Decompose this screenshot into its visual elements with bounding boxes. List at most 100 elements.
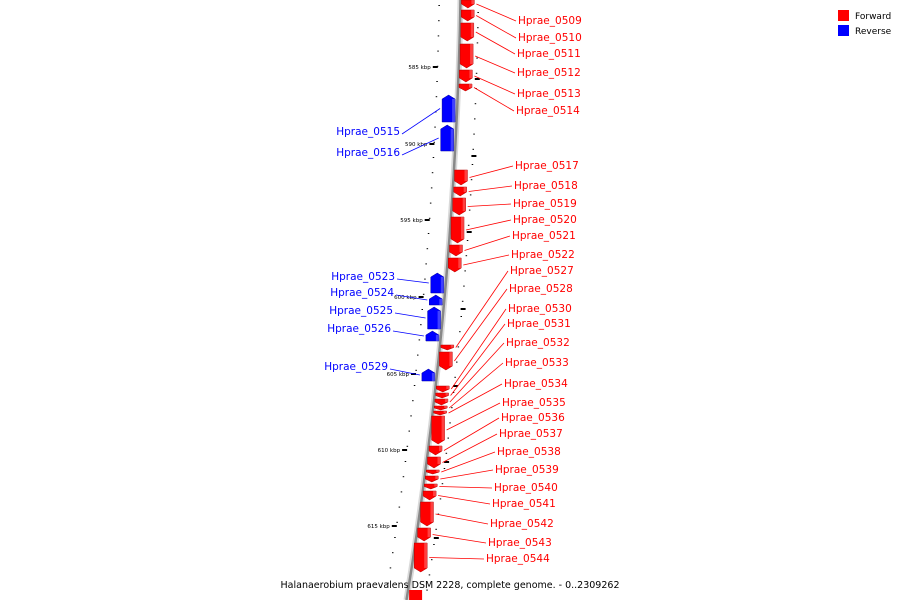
gene-partial [409, 590, 423, 600]
major-tick [471, 155, 477, 157]
genome-caption: Halanaerobium praevalens DSM 2228, compl… [281, 580, 620, 591]
minor-tick [435, 528, 437, 530]
label-leader-lines [389, 3, 517, 560]
minor-tick [410, 415, 412, 417]
backbone-line [405, 0, 462, 600]
minor-tick [426, 589, 428, 591]
minor-tick [425, 263, 427, 265]
leader-line [429, 557, 485, 560]
minor-tick [477, 27, 479, 29]
minor-tick [475, 72, 478, 74]
gene-hprae-0510 [460, 9, 475, 22]
gene-label-hprae-0520: Hprae_0520 [513, 214, 577, 226]
major-tick [424, 219, 430, 221]
gene-hprae-0528 [439, 351, 453, 371]
minor-tick [466, 240, 469, 241]
minor-ticks [387, 5, 479, 591]
leader-line [476, 15, 517, 39]
gene-shade [470, 23, 474, 37]
major-tick [466, 231, 472, 233]
gene-hprae-0541 [422, 490, 437, 501]
gene-hprae-0527 [440, 344, 455, 351]
leader-line [435, 513, 489, 525]
minor-tick [408, 430, 410, 432]
gene-hprae-0509 [461, 0, 475, 9]
gene-shade [445, 393, 449, 396]
minor-tick [461, 300, 464, 302]
leader-line [473, 87, 515, 112]
minor-tick [476, 42, 479, 44]
gene-shade [441, 416, 445, 440]
minor-tick [472, 148, 474, 150]
leader-line [454, 288, 508, 362]
gene-labels: Hprae_0509 Hprae_0510 Hprae_0511 Hprae_0512… [324, 15, 582, 565]
gene-label-hprae-0540: Hprae_0540 [494, 482, 558, 494]
gene-hprae-0514 [458, 83, 473, 92]
minor-tick [422, 293, 425, 295]
leader-line [442, 433, 498, 463]
minor-tick [439, 498, 442, 500]
gene-hprae-0526 [425, 330, 440, 342]
gene-shade [443, 411, 447, 413]
gene-hprae-0544 [413, 542, 428, 573]
gene-hprae-0519 [452, 197, 466, 216]
gene-label-hprae-0534: Hprae_0534 [504, 378, 568, 390]
gene-hprae-0536 [428, 445, 443, 456]
major-tick [453, 385, 458, 387]
gene-label-hprae-0518: Hprae_0518 [514, 180, 578, 192]
gene-hprae-0533 [433, 405, 448, 411]
minor-tick [438, 20, 440, 22]
leader-line [448, 383, 503, 414]
gene-shade [452, 99, 456, 122]
major-tick [418, 296, 424, 298]
minor-tick [420, 324, 422, 326]
gene-label-hprae-0544: Hprae_0544 [486, 553, 550, 565]
gene-hprae-0529 [421, 368, 436, 382]
gene-shade [458, 258, 462, 268]
gene-shade [461, 217, 464, 239]
minor-tick [473, 133, 475, 135]
gene-label-hprae-0542: Hprae_0542 [490, 518, 554, 530]
minor-tick [474, 118, 476, 120]
minor-tick [443, 468, 446, 469]
minor-tick [438, 5, 440, 6]
minor-tick [418, 339, 421, 341]
leader-line [440, 469, 494, 480]
gene-hprae-0537 [427, 456, 441, 469]
gene-shade [424, 543, 428, 568]
gene-hprae-0522 [448, 257, 462, 273]
minor-tick [445, 452, 448, 454]
leader-line [439, 486, 493, 489]
minor-tick [428, 217, 431, 219]
leader-line [395, 294, 428, 301]
minor-tick [394, 537, 396, 538]
gene-hprae-0543 [417, 527, 431, 542]
gene-hprae-0515 [441, 94, 456, 123]
gene-hprae-0538 [426, 469, 440, 475]
tick-label: 595 kbp [400, 218, 423, 224]
minor-tick [437, 513, 440, 515]
minor-tick [415, 369, 417, 371]
minor-tick [436, 81, 438, 82]
gene-label-hprae-0532: Hprae_0532 [506, 337, 570, 349]
minor-tick [396, 521, 398, 523]
gene-hprae-0521 [449, 244, 463, 257]
minor-tick [467, 224, 470, 226]
gene-hprae-0523 [430, 272, 445, 294]
gene-label-hprae-0524: Hprae_0524 [330, 287, 394, 299]
gene-label-hprae-0531: Hprae_0531 [507, 318, 571, 330]
minor-tick [435, 96, 438, 98]
minor-tick [427, 233, 430, 234]
gene-label-hprae-0528: Hprae_0528 [509, 283, 573, 295]
minor-tick [398, 506, 401, 508]
gene-label-hprae-0522: Hprae_0522 [511, 249, 575, 261]
gene-shade [435, 335, 439, 341]
gene-shade [444, 406, 448, 408]
minor-tick [417, 354, 419, 356]
major-tick [444, 461, 450, 463]
minor-tick [476, 57, 478, 59]
gene-shade [439, 446, 442, 451]
gene-hprae-0532 [434, 398, 449, 406]
gene-label-hprae-0510: Hprae_0510 [518, 32, 582, 44]
minor-tick [429, 202, 432, 204]
